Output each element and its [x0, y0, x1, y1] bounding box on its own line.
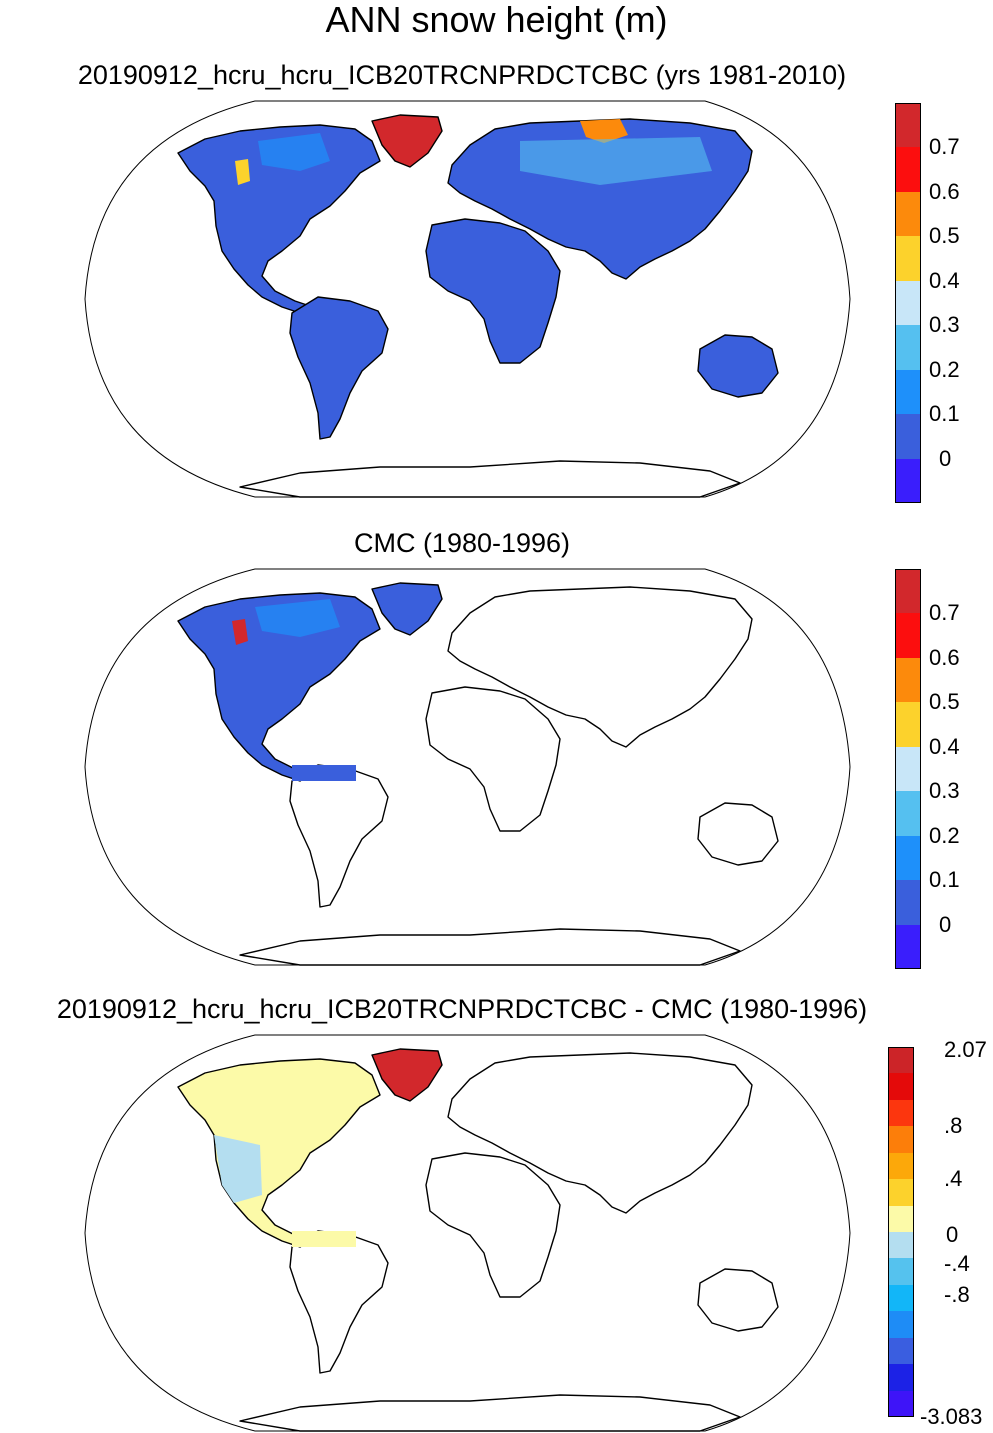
land-greenland [371, 582, 443, 636]
land-africa [425, 686, 561, 832]
patch-eurasia [520, 137, 712, 185]
colorbar-label: 0 [939, 445, 952, 471]
map-group [84, 100, 851, 498]
colorbar-label: 0.2 [929, 822, 960, 848]
colorbar-swatch [888, 1364, 914, 1391]
colorbar-label: 2.07 [944, 1037, 987, 1062]
colorbar-frame [895, 569, 921, 969]
land-eurasia [447, 1052, 753, 1214]
colorbar-label: 0.1 [929, 401, 960, 427]
patch-canada [255, 599, 340, 637]
colorbar-label: 0.5 [929, 223, 960, 249]
colorbar-label: 0.2 [929, 356, 960, 382]
patch-caribbean [292, 765, 356, 781]
land-australia [697, 1268, 779, 1332]
colorbar-label: 0.6 [929, 644, 960, 670]
land-greenland [371, 114, 443, 168]
panel-title-model: 20190912_hcru_hcru_ICB20TRCNPRDCTCBC (yr… [77, 60, 847, 90]
land-greenland [371, 1048, 443, 1102]
colorbar-label: 0.6 [929, 178, 960, 204]
patch-canada [258, 133, 330, 171]
patch-caribbean [292, 1231, 356, 1247]
panel-title-obs: CMC (1980-1996) [353, 528, 571, 558]
colorbar-label: 0 [946, 1222, 959, 1247]
colorbar-label: -.8 [944, 1281, 970, 1307]
colorbar-label: 0.3 [929, 778, 960, 804]
colorbar-swatch [888, 1126, 914, 1153]
colorbar-swatch [895, 880, 921, 925]
land-australia [697, 802, 779, 866]
colorbar-swatch [895, 280, 921, 326]
land-namerica [177, 124, 381, 314]
land-africa [425, 1152, 561, 1298]
patch-west [214, 1135, 262, 1203]
colorbar-label: 0.1 [929, 867, 960, 893]
colorbar-label: 0.7 [929, 134, 960, 160]
land-eurasia [447, 586, 753, 748]
colorbar-label: -3.083 [920, 1404, 983, 1429]
colorbar-label: 0.3 [929, 312, 960, 338]
map-group [84, 1034, 851, 1432]
land-antarctica [239, 928, 741, 966]
colorbar-swatch [888, 1284, 914, 1312]
patch-siberia [580, 119, 628, 143]
colorbar-label: 0.7 [929, 600, 960, 626]
land-samerica [289, 296, 389, 440]
panel-title-diff: 20190912_hcru_hcru_ICB20TRCNPRDCTCBC - C… [56, 994, 868, 1024]
map-group [84, 568, 851, 966]
patch-rockies [235, 159, 250, 185]
figure-title: ANN snow height (m) [325, 0, 668, 40]
colorbar-label: .4 [944, 1166, 963, 1192]
colorbar-frame [895, 103, 921, 503]
colorbar-label: 0.5 [929, 689, 960, 715]
land-namerica [177, 1058, 381, 1248]
colorbar-label: .8 [944, 1113, 963, 1139]
land-samerica [289, 1230, 389, 1374]
colorbar-frame [888, 1047, 914, 1417]
land-samerica [289, 764, 389, 908]
colorbar-label: 0 [939, 911, 952, 937]
land-antarctica [239, 1394, 741, 1432]
colorbar-label: 0.4 [929, 733, 960, 759]
colorbar-label: 0.4 [929, 267, 960, 293]
colorbar-label: -.4 [944, 1251, 970, 1277]
colorbar-swatch [888, 1073, 914, 1100]
land-africa [425, 218, 561, 364]
land-australia [697, 334, 779, 398]
land-namerica [177, 592, 381, 782]
patch-rockies [232, 619, 248, 645]
land-antarctica [239, 460, 741, 498]
colorbar-swatch [895, 569, 921, 614]
